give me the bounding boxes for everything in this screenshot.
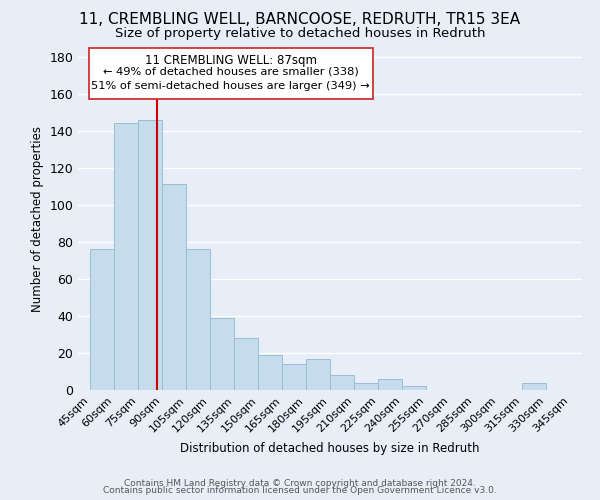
Y-axis label: Number of detached properties: Number of detached properties xyxy=(31,126,44,312)
Bar xyxy=(115,124,137,390)
X-axis label: Distribution of detached houses by size in Redruth: Distribution of detached houses by size … xyxy=(180,442,480,455)
Text: Size of property relative to detached houses in Redruth: Size of property relative to detached ho… xyxy=(115,28,485,40)
Bar xyxy=(235,338,257,390)
Text: 11, CREMBLING WELL, BARNCOOSE, REDRUTH, TR15 3EA: 11, CREMBLING WELL, BARNCOOSE, REDRUTH, … xyxy=(79,12,521,28)
Bar xyxy=(139,120,161,390)
FancyBboxPatch shape xyxy=(89,48,373,99)
Bar xyxy=(379,379,401,390)
Bar xyxy=(331,375,353,390)
Bar xyxy=(283,364,305,390)
Bar xyxy=(355,382,377,390)
Text: Contains public sector information licensed under the Open Government Licence v3: Contains public sector information licen… xyxy=(103,486,497,495)
Text: ← 49% of detached houses are smaller (338): ← 49% of detached houses are smaller (33… xyxy=(103,66,359,76)
Text: 51% of semi-detached houses are larger (349) →: 51% of semi-detached houses are larger (… xyxy=(91,80,370,90)
Bar xyxy=(211,318,233,390)
Bar xyxy=(187,250,209,390)
Text: 11 CREMBLING WELL: 87sqm: 11 CREMBLING WELL: 87sqm xyxy=(145,54,317,68)
Bar xyxy=(523,382,545,390)
Bar xyxy=(91,250,113,390)
Bar xyxy=(163,184,185,390)
Bar xyxy=(307,358,329,390)
Text: Contains HM Land Registry data © Crown copyright and database right 2024.: Contains HM Land Registry data © Crown c… xyxy=(124,478,476,488)
Bar xyxy=(259,355,281,390)
Bar xyxy=(403,386,425,390)
